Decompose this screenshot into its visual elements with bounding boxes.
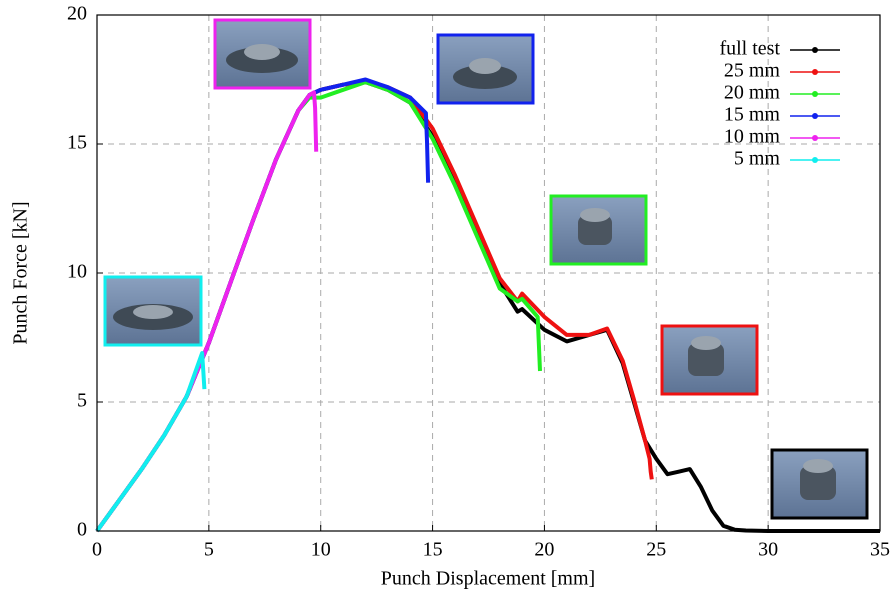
y-tick-label: 0 — [77, 519, 87, 541]
x-tick-label: 5 — [204, 539, 214, 561]
photo — [103, 275, 203, 347]
legend-marker — [812, 69, 818, 75]
photo — [549, 194, 648, 266]
y-tick-label: 10 — [67, 261, 87, 283]
legend-label: 5 mm — [734, 148, 781, 170]
photo — [436, 33, 535, 105]
legend-marker — [812, 47, 818, 53]
y-tick-label: 15 — [67, 132, 87, 154]
axes: 0 5 10 15 20 25 30 35 0 5 10 15 20 — [67, 3, 890, 561]
x-tick-label: 25 — [646, 539, 666, 561]
legend-label: full test — [719, 38, 780, 60]
photo — [770, 448, 869, 520]
x-axis-label: Punch Displacement [mm] — [381, 568, 595, 590]
x-tick-label: 30 — [758, 539, 778, 561]
legend-marker — [812, 113, 818, 119]
x-tick-label: 0 — [92, 539, 102, 561]
series-line — [95, 351, 207, 533]
legend-marker — [812, 157, 818, 163]
series-lines — [95, 77, 880, 533]
photo-insets — [103, 18, 869, 520]
y-tick-label: 5 — [77, 390, 87, 412]
legend-label: 15 mm — [724, 104, 781, 126]
y-axis-label: Punch Force [kN] — [10, 201, 32, 344]
legend-marker — [812, 91, 818, 97]
y-tick-label: 20 — [67, 3, 87, 25]
photo — [660, 324, 759, 396]
legend-label: 20 mm — [724, 82, 781, 104]
x-tick-label: 20 — [534, 539, 554, 561]
photo — [213, 18, 312, 90]
x-tick-label: 15 — [423, 539, 443, 561]
legend-label: 25 mm — [724, 60, 781, 82]
x-tick-label: 35 — [870, 539, 890, 561]
legend-marker — [812, 135, 818, 141]
legend-label: 10 mm — [724, 126, 781, 148]
x-tick-label: 10 — [311, 539, 331, 561]
